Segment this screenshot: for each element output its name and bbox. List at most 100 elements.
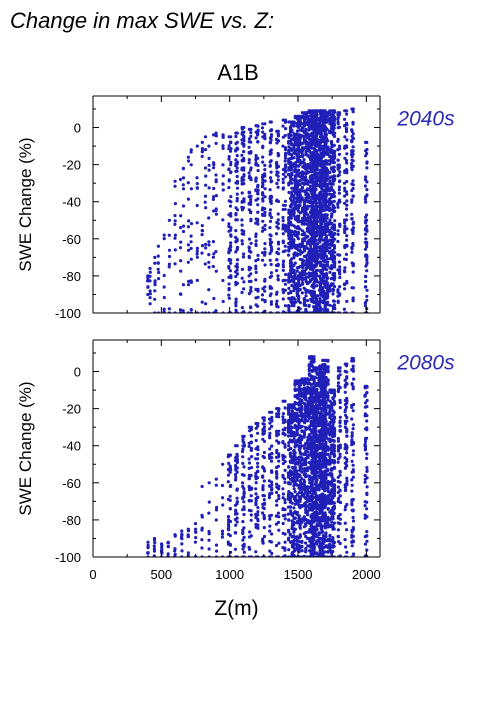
data-point	[187, 279, 191, 283]
data-point	[325, 268, 329, 272]
data-point	[229, 241, 233, 245]
data-point	[277, 415, 281, 419]
data-point	[229, 228, 233, 232]
data-point	[312, 358, 316, 362]
data-point	[227, 179, 231, 183]
data-point	[333, 250, 337, 254]
data-point	[281, 144, 285, 148]
data-point	[227, 144, 231, 148]
data-point	[318, 283, 322, 287]
data-point	[235, 512, 239, 516]
data-point	[287, 536, 291, 540]
data-point	[293, 121, 297, 125]
data-point	[211, 240, 215, 244]
data-point	[167, 307, 171, 311]
data-point	[262, 501, 267, 505]
data-point	[277, 455, 281, 459]
data-point	[268, 237, 272, 241]
data-point	[343, 135, 347, 139]
data-point	[254, 232, 258, 236]
data-point	[235, 470, 239, 474]
data-point	[275, 258, 279, 262]
data-point	[298, 264, 302, 269]
data-point	[180, 532, 184, 536]
data-point	[207, 288, 211, 292]
data-point	[302, 259, 306, 263]
data-point	[317, 274, 322, 278]
data-point	[351, 152, 355, 156]
data-point	[235, 131, 239, 135]
data-point	[193, 540, 197, 544]
data-point	[283, 498, 287, 502]
data-point	[304, 541, 308, 545]
data-point	[336, 202, 340, 206]
data-point	[306, 204, 310, 208]
data-point	[242, 535, 246, 540]
data-point	[242, 494, 246, 499]
data-point	[337, 165, 341, 170]
data-point	[275, 269, 279, 273]
data-point	[262, 494, 266, 498]
data-point	[328, 289, 332, 293]
data-point	[248, 547, 252, 551]
data-point	[156, 254, 160, 258]
data-point	[298, 301, 302, 305]
data-point	[153, 541, 157, 545]
data-point	[263, 163, 267, 167]
data-point	[269, 459, 274, 463]
data-point	[321, 286, 325, 290]
data-point	[298, 160, 302, 164]
data-point	[277, 528, 281, 532]
data-point	[315, 215, 320, 220]
data-point	[310, 483, 314, 487]
data-point	[235, 460, 239, 465]
data-point	[261, 197, 265, 201]
data-point	[247, 161, 251, 165]
data-point	[319, 260, 323, 264]
data-point	[298, 133, 302, 137]
data-point	[300, 404, 304, 408]
data-point	[254, 550, 258, 554]
data-point	[255, 476, 260, 480]
data-point	[167, 218, 171, 222]
data-point	[350, 250, 354, 254]
data-point	[240, 191, 244, 195]
data-point	[228, 494, 232, 498]
data-point	[195, 278, 199, 282]
data-point	[249, 473, 253, 478]
data-point	[351, 241, 355, 246]
data-point	[263, 172, 267, 176]
data-point	[343, 287, 347, 291]
data-point	[214, 212, 218, 216]
data-point	[167, 262, 171, 266]
data-point	[256, 140, 260, 144]
data-point	[300, 462, 304, 466]
data-point	[189, 234, 193, 238]
data-point	[304, 546, 308, 551]
data-point	[283, 203, 287, 207]
data-point	[256, 517, 260, 521]
data-point	[162, 295, 166, 300]
data-point	[226, 540, 230, 544]
data-point	[186, 225, 190, 229]
data-point	[269, 201, 273, 205]
data-point	[146, 543, 150, 547]
data-point	[242, 512, 246, 517]
data-point	[283, 118, 288, 122]
data-point	[302, 300, 306, 305]
data-point	[277, 487, 281, 491]
data-point	[277, 484, 281, 488]
data-point	[270, 491, 274, 495]
data-point	[249, 266, 253, 270]
data-point	[325, 276, 329, 281]
data-point	[189, 280, 193, 284]
data-point	[235, 166, 239, 170]
data-point	[261, 258, 265, 262]
data-point	[281, 268, 285, 272]
data-point	[262, 534, 267, 539]
data-point	[365, 269, 369, 273]
data-point	[249, 434, 254, 438]
data-point	[241, 520, 245, 524]
data-point	[325, 168, 329, 172]
data-point	[365, 224, 369, 228]
